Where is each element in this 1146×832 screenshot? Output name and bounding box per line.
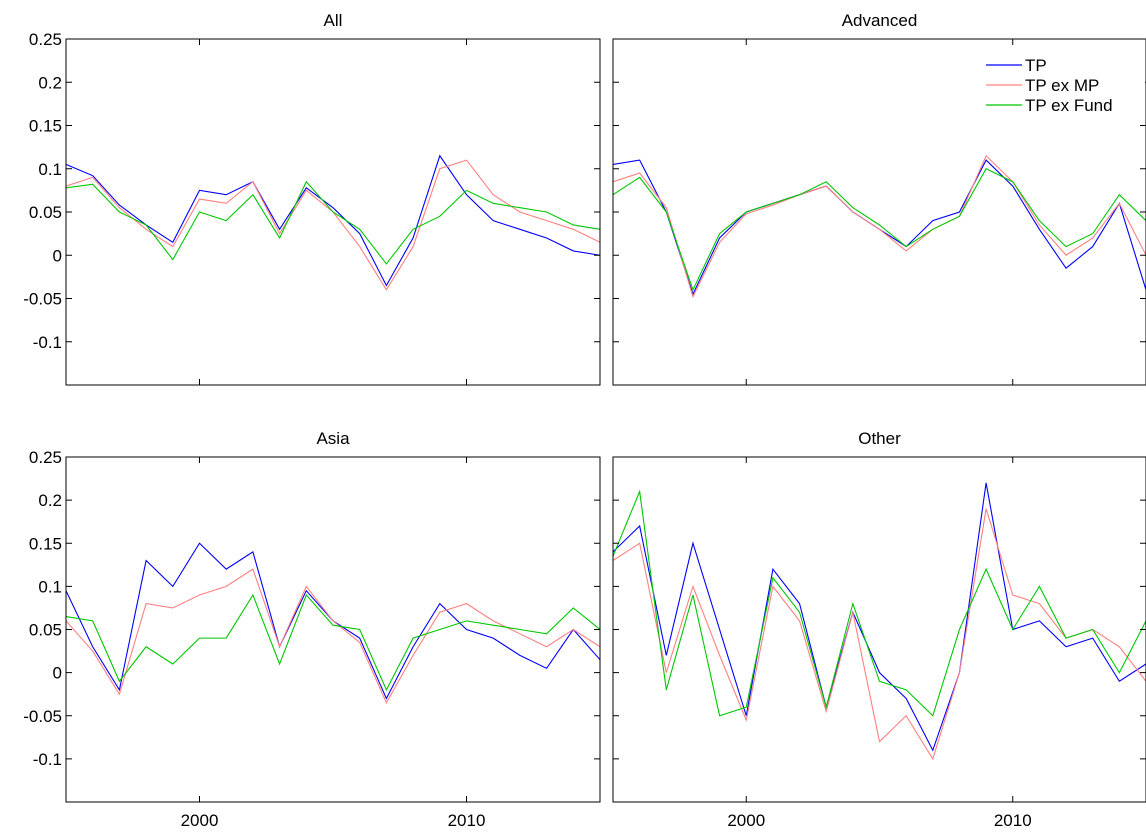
y-tick-label: 0.25 — [29, 448, 62, 467]
y-tick-label: -0.1 — [33, 750, 62, 769]
legend-label-tp-ex-fund: TP ex Fund — [1025, 96, 1113, 115]
panel-title: All — [324, 11, 343, 30]
y-tick-label: -0.05 — [23, 707, 62, 726]
y-tick-label: 0.15 — [29, 534, 62, 553]
panel-all: -0.1 -0.05 0 0.05 0.1 0.15 0.2 0.25 All — [23, 11, 601, 386]
y-tick-label: 0.05 — [29, 203, 62, 222]
y-tick-label: 0.15 — [29, 117, 62, 136]
y-tick-label: 0.2 — [38, 73, 62, 92]
panel-title: Advanced — [842, 11, 918, 30]
panel-title: Other — [858, 429, 901, 448]
y-tick-label: -0.1 — [33, 333, 62, 352]
legend-bg — [1023, 97, 1145, 115]
y-tick-label: 0.2 — [38, 491, 62, 510]
x-tick-label: 2000 — [727, 811, 765, 830]
axes-box — [612, 456, 1146, 803]
series-line-tp-ex-fund-advanced — [613, 168, 1146, 292]
series-line-tp-advanced — [613, 159, 1146, 296]
y-tick-label: 0.1 — [38, 160, 62, 179]
series-line-tp-all — [66, 154, 600, 287]
x-tick-label: 2010 — [994, 811, 1032, 830]
x-tick-label: 2010 — [448, 811, 486, 830]
y-tick-label: 0 — [53, 664, 62, 683]
series-line-tp-ex-mp-advanced — [613, 154, 1146, 299]
series-line-tp-ex-fund-all — [66, 180, 600, 265]
y-tick-label: 0 — [53, 246, 62, 265]
legend-label-tp: TP — [1025, 56, 1047, 75]
y-tick-label: 0.1 — [38, 577, 62, 596]
series-line-tp-ex-fund-asia — [66, 593, 600, 692]
x-tick-label: 2000 — [181, 811, 219, 830]
y-tick-label: 0.25 — [29, 30, 62, 49]
series-line-tp-ex-mp-other — [613, 508, 1146, 761]
panel-title: Asia — [316, 429, 350, 448]
panel-other: 2000 2010 Other — [612, 429, 1146, 830]
legend-bg — [1023, 77, 1145, 95]
legend-label-tp-ex-mp: TP ex MP — [1025, 76, 1099, 95]
series-line-tp-ex-mp-asia — [66, 568, 600, 705]
legend-bg — [1023, 57, 1145, 75]
series-line-tp-ex-fund-other — [613, 489, 1146, 717]
y-tick-label: 0.05 — [29, 621, 62, 640]
series-line-tp-other — [613, 482, 1146, 752]
panel-asia: -0.1 -0.05 0 0.05 0.1 0.15 0.2 0.25 2000 2010 Asia — [23, 429, 601, 830]
y-tick-label: -0.05 — [23, 290, 62, 309]
